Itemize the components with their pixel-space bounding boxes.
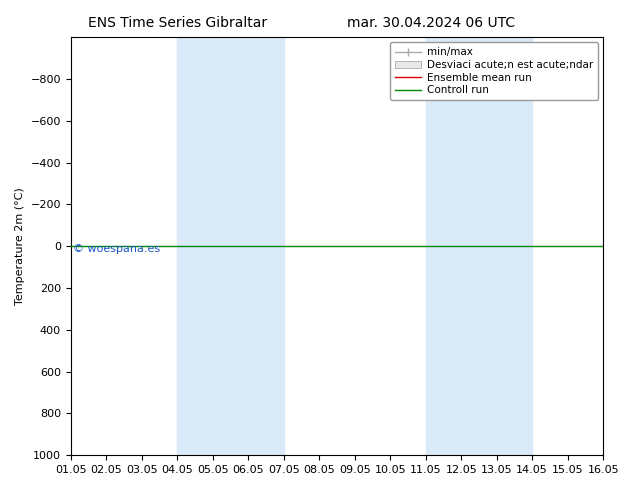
Text: ENS Time Series Gibraltar: ENS Time Series Gibraltar: [88, 16, 267, 30]
Text: mar. 30.04.2024 06 UTC: mar. 30.04.2024 06 UTC: [347, 16, 515, 30]
Bar: [425, 37, 532, 455]
Legend: min/max, Desviaci acute;n est acute;ndar, Ensemble mean run, Controll run: min/max, Desviaci acute;n est acute;ndar…: [390, 42, 598, 100]
Bar: [178, 37, 284, 455]
Text: © woespana.es: © woespana.es: [74, 244, 160, 254]
Y-axis label: Temperature 2m (°C): Temperature 2m (°C): [15, 187, 25, 305]
